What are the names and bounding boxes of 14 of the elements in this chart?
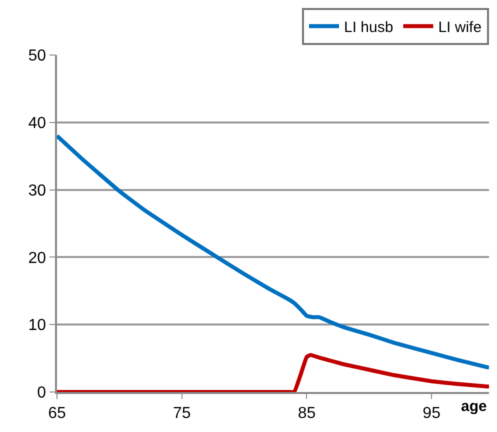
- y-tick-label: 10: [28, 317, 46, 334]
- legend-label: LI husb: [344, 18, 394, 36]
- x-tick-label: 95: [422, 404, 441, 422]
- x-tick-label: 65: [48, 404, 66, 422]
- y-tick-label: 50: [28, 48, 46, 65]
- y-tick-label: 0: [37, 384, 46, 402]
- x-tick-label: 75: [172, 404, 191, 422]
- y-tick-label: 30: [28, 182, 46, 200]
- y-tick-label: 20: [28, 250, 46, 267]
- x-axis-title: age: [461, 398, 487, 415]
- legend-label: LI wife: [438, 18, 482, 36]
- x-tick-label: 85: [298, 404, 316, 422]
- y-tick-label: 40: [28, 115, 46, 132]
- line-series: [57, 134, 489, 370]
